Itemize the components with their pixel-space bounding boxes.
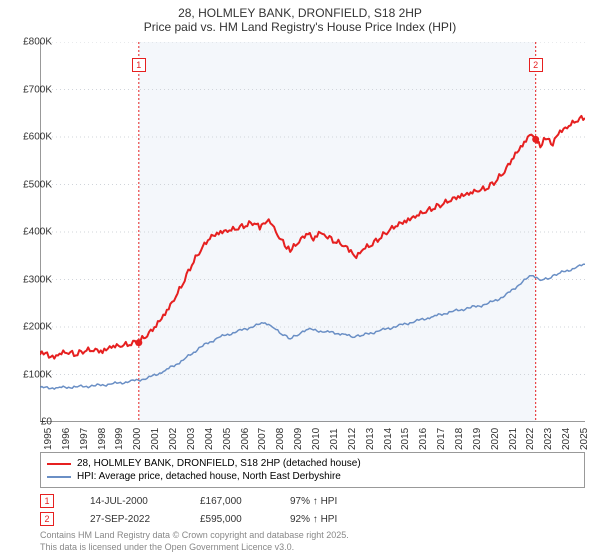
x-tick-label: 2016 (418, 428, 429, 450)
y-tick-label: £200K (23, 322, 52, 333)
y-tick-label: £800K (23, 37, 52, 48)
legend-label-hpi: HPI: Average price, detached house, Nort… (77, 471, 341, 482)
sale-marker-2: 2 (40, 512, 54, 526)
y-tick-label: £700K (23, 84, 52, 95)
x-tick-label: 2006 (240, 428, 251, 450)
copyright-line1: Contains HM Land Registry data © Crown c… (40, 530, 349, 542)
y-tick-label: £400K (23, 227, 52, 238)
sales-table: 1 14-JUL-2000 £167,000 97% ↑ HPI 2 27-SE… (40, 492, 380, 528)
x-tick-label: 2010 (311, 428, 322, 450)
sale-row-1: 1 14-JUL-2000 £167,000 97% ↑ HPI (40, 492, 380, 510)
x-tick-label: 2025 (579, 428, 590, 450)
sale-hpi-2: 92% ↑ HPI (290, 514, 380, 525)
sale-marker-1: 1 (40, 494, 54, 508)
x-tick-label: 1995 (43, 428, 54, 450)
x-tick-label: 2024 (561, 428, 572, 450)
x-tick-label: 2017 (436, 428, 447, 450)
chart-area (40, 42, 585, 422)
title-block: 28, HOLMLEY BANK, DRONFIELD, S18 2HP Pri… (0, 0, 600, 36)
x-tick-label: 2012 (347, 428, 358, 450)
legend-item-hpi: HPI: Average price, detached house, Nort… (47, 470, 578, 483)
legend-swatch-price (47, 463, 71, 465)
sale-date-2: 27-SEP-2022 (90, 514, 200, 525)
legend-item-price: 28, HOLMLEY BANK, DRONFIELD, S18 2HP (de… (47, 457, 578, 470)
line-chart (40, 42, 585, 422)
title-address: 28, HOLMLEY BANK, DRONFIELD, S18 2HP (0, 6, 600, 20)
y-tick-label: £300K (23, 274, 52, 285)
copyright-line2: This data is licensed under the Open Gov… (40, 542, 349, 554)
y-tick-label: £100K (23, 369, 52, 380)
x-tick-label: 1998 (97, 428, 108, 450)
x-tick-label: 2004 (204, 428, 215, 450)
sale-price-1: £167,000 (200, 496, 290, 507)
legend-swatch-hpi (47, 476, 71, 478)
x-tick-label: 2018 (454, 428, 465, 450)
x-tick-label: 2011 (329, 428, 340, 450)
y-tick-label: £600K (23, 132, 52, 143)
title-subtitle: Price paid vs. HM Land Registry's House … (0, 20, 600, 34)
sale-price-2: £595,000 (200, 514, 290, 525)
x-tick-label: 2002 (168, 428, 179, 450)
x-tick-label: 2014 (383, 428, 394, 450)
x-tick-label: 2023 (543, 428, 554, 450)
x-tick-label: 2007 (257, 428, 268, 450)
chart-marker-box: 2 (529, 58, 543, 72)
x-tick-label: 2013 (365, 428, 376, 450)
legend: 28, HOLMLEY BANK, DRONFIELD, S18 2HP (de… (40, 452, 585, 488)
x-tick-label: 1999 (114, 428, 125, 450)
x-tick-label: 2015 (400, 428, 411, 450)
x-tick-label: 2021 (508, 428, 519, 450)
x-tick-label: 1997 (79, 428, 90, 450)
x-tick-label: 2008 (275, 428, 286, 450)
y-tick-label: £500K (23, 179, 52, 190)
copyright: Contains HM Land Registry data © Crown c… (40, 530, 349, 553)
x-tick-label: 2001 (150, 428, 161, 450)
x-tick-label: 2005 (222, 428, 233, 450)
x-tick-label: 2022 (525, 428, 536, 450)
x-tick-label: 2003 (186, 428, 197, 450)
x-tick-label: 2020 (490, 428, 501, 450)
y-tick-label: £0 (41, 417, 52, 428)
x-tick-label: 2019 (472, 428, 483, 450)
legend-label-price: 28, HOLMLEY BANK, DRONFIELD, S18 2HP (de… (77, 458, 361, 469)
sale-date-1: 14-JUL-2000 (90, 496, 200, 507)
chart-marker-box: 1 (132, 58, 146, 72)
sale-hpi-1: 97% ↑ HPI (290, 496, 380, 507)
sale-row-2: 2 27-SEP-2022 £595,000 92% ↑ HPI (40, 510, 380, 528)
x-tick-label: 2000 (132, 428, 143, 450)
x-tick-label: 1996 (61, 428, 72, 450)
x-tick-label: 2009 (293, 428, 304, 450)
